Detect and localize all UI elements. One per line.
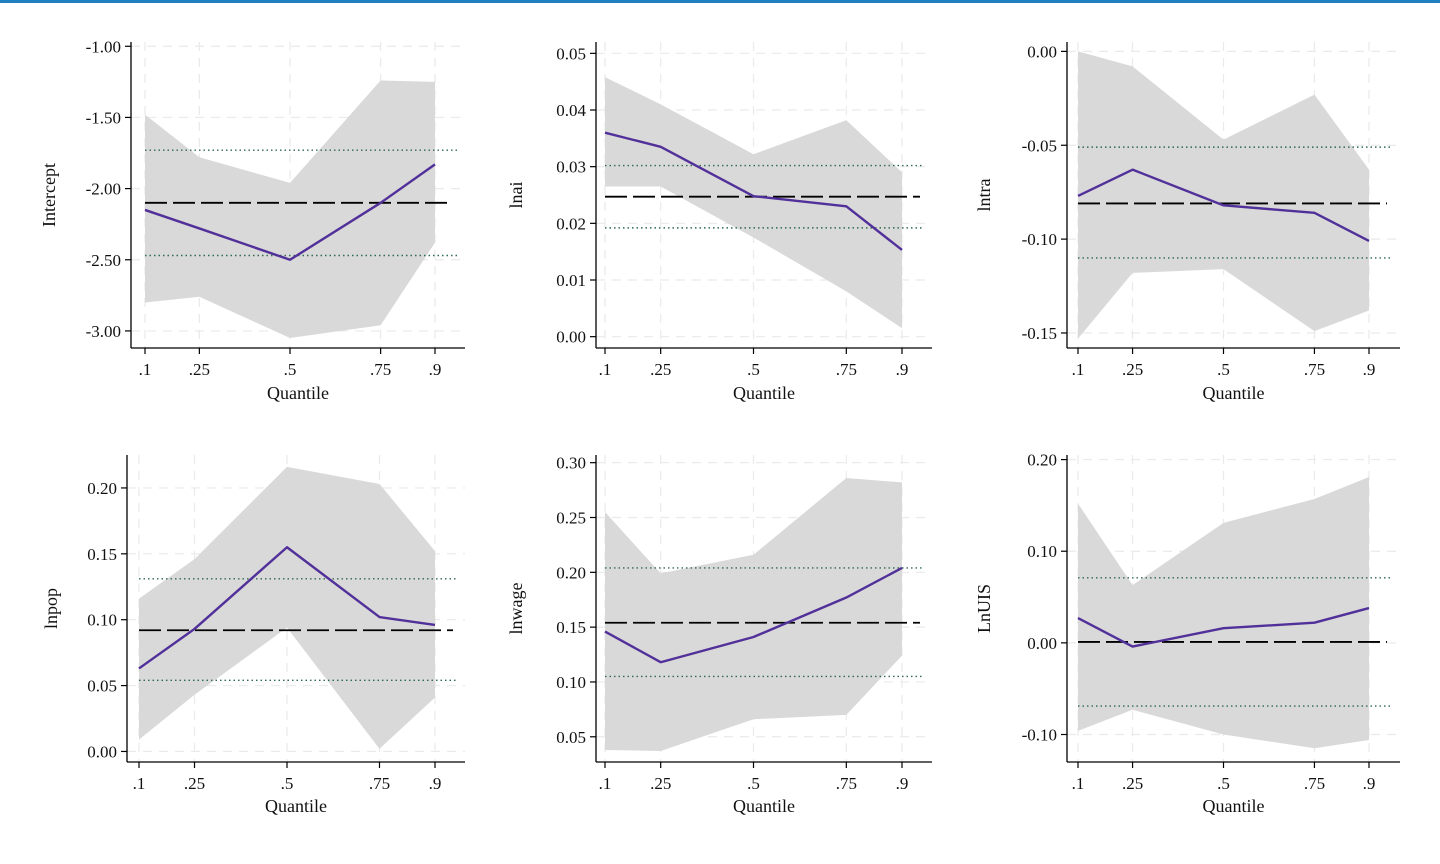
top-accent-bar <box>0 0 1440 3</box>
x-tick-label: .75 <box>369 774 390 793</box>
y-tick-label: -2.00 <box>86 180 121 199</box>
y-axis-title: Intercept <box>39 163 59 227</box>
y-tick-label: -0.05 <box>1022 136 1057 155</box>
y-tick-label: 0.15 <box>87 545 117 564</box>
x-tick-label: .5 <box>747 360 760 379</box>
y-tick-label: -1.00 <box>86 37 121 56</box>
panel-top-middle: 0.00 0.01 0.02 0.03 0.04 0.05 .1 .25 .5 .75 .9 Quan… <box>506 42 932 403</box>
quantile-estimate-line <box>144 163 436 261</box>
x-tick-label: .1 <box>599 774 612 793</box>
quantile-estimate-line <box>138 546 436 670</box>
y-tick-label: 0.30 <box>556 454 586 473</box>
panel-bottom-left: 0.00 0.05 0.10 0.15 0.20 .1 .25 .5 .75 .9 Quantile… <box>41 455 465 816</box>
y-tick-label: 0.03 <box>556 158 586 177</box>
y-tick-label: 0.20 <box>87 479 117 498</box>
x-tick-label: .9 <box>1363 360 1376 379</box>
panel-bottom-right: 0.20 0.10 0.00 -0.10 .1 .25 .5 .75 .9 Quantile LnU… <box>974 451 1400 816</box>
y-axis-title: lnpop <box>41 588 61 629</box>
y-tick-label: -0.15 <box>1022 324 1057 343</box>
x-tick-label: .1 <box>139 360 152 379</box>
y-tick-label: -0.10 <box>1022 230 1057 249</box>
x-tick-label: .25 <box>650 360 671 379</box>
x-axis-title: Quantile <box>267 383 329 403</box>
x-tick-label: .5 <box>281 774 294 793</box>
y-axis-title: lnwage <box>506 583 526 635</box>
y-tick-label: 0.04 <box>556 101 586 120</box>
y-tick-label: 0.10 <box>556 673 586 692</box>
x-tick-label: .75 <box>370 360 391 379</box>
confidence-band <box>145 80 435 339</box>
quantile-estimate-line <box>1077 168 1370 243</box>
x-tick-label: .5 <box>1217 774 1230 793</box>
x-tick-label: .1 <box>133 774 146 793</box>
x-tick-label: .75 <box>1304 774 1325 793</box>
x-tick-label: .25 <box>184 774 205 793</box>
y-tick-label: 0.00 <box>1027 42 1057 61</box>
confidence-band <box>1078 51 1369 339</box>
y-axis-title: LnUIS <box>974 584 994 633</box>
panel-top-left: -1.00 -1.50 -2.00 -2.50 -3.00 .1 .25 .5 .75 .9 Qua… <box>39 37 465 403</box>
confidence-band <box>139 466 435 749</box>
x-tick-label: .9 <box>429 360 442 379</box>
x-tick-label: .75 <box>1304 360 1325 379</box>
y-tick-label: 0.10 <box>1027 542 1057 561</box>
y-tick-label: 0.05 <box>556 44 586 63</box>
quantile-estimate-line <box>1077 606 1370 648</box>
x-tick-label: .9 <box>429 774 442 793</box>
quantile-estimate-line <box>604 566 903 664</box>
y-axis-title: lnai <box>506 182 526 209</box>
confidence-band <box>1078 476 1369 749</box>
x-tick-label: .5 <box>747 774 760 793</box>
x-tick-label: .9 <box>896 774 909 793</box>
y-tick-label: -3.00 <box>86 322 121 341</box>
y-tick-label: -1.50 <box>86 108 121 127</box>
confidence-band <box>605 478 902 752</box>
x-tick-label: .75 <box>836 360 857 379</box>
x-tick-label: .25 <box>650 774 671 793</box>
y-tick-label: 0.05 <box>556 728 586 747</box>
y-tick-label: -0.10 <box>1022 726 1057 745</box>
y-tick-label: 0.10 <box>87 611 117 630</box>
x-axis-title: Quantile <box>1203 383 1265 403</box>
x-tick-label: .1 <box>1072 360 1085 379</box>
x-tick-label: .5 <box>1217 360 1230 379</box>
y-tick-label: -2.50 <box>86 251 121 270</box>
y-tick-label: 0.05 <box>87 677 117 696</box>
y-axis-title: lntra <box>974 179 994 212</box>
x-tick-label: .9 <box>1363 774 1376 793</box>
x-axis-title: Quantile <box>733 383 795 403</box>
y-tick-label: 0.20 <box>556 563 586 582</box>
x-tick-label: .25 <box>189 360 210 379</box>
panel-top-right: 0.00 -0.05 -0.10 -0.15 .1 .25 .5 .75 .9 Quantile l… <box>974 42 1400 403</box>
y-tick-label: 0.15 <box>556 618 586 637</box>
x-axis-title: Quantile <box>1203 796 1265 816</box>
x-axis-title: Quantile <box>265 796 327 816</box>
y-tick-label: 0.02 <box>556 214 586 233</box>
x-tick-label: .1 <box>1072 774 1085 793</box>
y-tick-label: 0.00 <box>87 742 117 761</box>
x-tick-label: .25 <box>1122 774 1143 793</box>
y-tick-label: 0.01 <box>556 271 586 290</box>
y-tick-label: 0.25 <box>556 508 586 527</box>
x-tick-label: .25 <box>1122 360 1143 379</box>
x-tick-label: .5 <box>284 360 297 379</box>
confidence-band <box>605 77 902 329</box>
panel-bottom-middle: 0.05 0.10 0.15 0.20 0.25 0.30 .1 .25 .5 .75 .9 Quan… <box>506 454 932 816</box>
x-tick-label: .75 <box>836 774 857 793</box>
x-tick-label: .9 <box>896 360 909 379</box>
x-axis-title: Quantile <box>733 796 795 816</box>
y-tick-label: 0.00 <box>556 328 586 347</box>
y-tick-label: 0.20 <box>1027 451 1057 470</box>
y-tick-label: 0.00 <box>1027 634 1057 653</box>
quantile-estimate-line <box>604 131 903 251</box>
x-tick-label: .1 <box>599 360 612 379</box>
